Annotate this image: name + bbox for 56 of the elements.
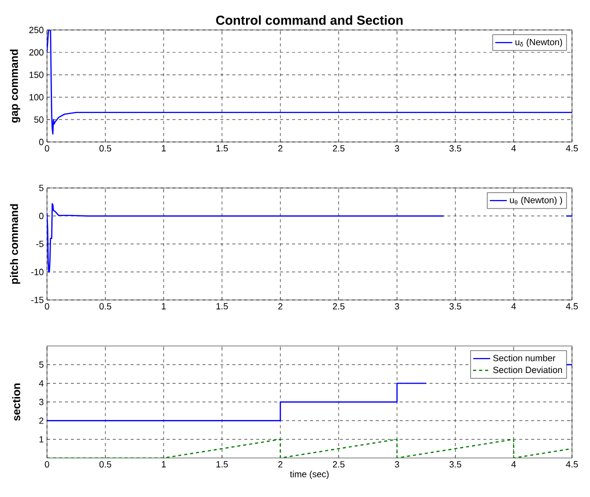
x-tick-label: 0.5 (99, 145, 112, 152)
x-tick-label: 4.5 (566, 461, 578, 468)
line-series (47, 30, 572, 135)
y-tick-label: 5 (39, 184, 44, 192)
x-tick-label: 4 (511, 145, 516, 152)
y-tick-label: 2 (39, 418, 44, 424)
y-tick-label: 150 (30, 72, 44, 78)
y-axis-title: pitch command (10, 204, 20, 284)
y-tick-label: 5 (39, 362, 44, 368)
x-tick-label: 3.5 (449, 461, 462, 468)
y-axis-title: gap command (10, 50, 20, 123)
x-tick-label: 2.5 (332, 461, 345, 468)
y-tick-label: 0 (39, 138, 44, 146)
x-tick-label: 0 (44, 145, 50, 152)
x-tick-label: 2 (278, 145, 282, 152)
x-tick-label: 0.5 (99, 461, 112, 468)
x-tick-label: 4.5 (566, 303, 578, 310)
x-tick-label: 1 (162, 461, 166, 468)
x-tick-label: 2.5 (332, 145, 345, 152)
x-tick-label: 1 (162, 145, 166, 152)
y-axis-title: section (12, 383, 20, 421)
legend-label: Section number (493, 354, 556, 362)
x-tick-label: 3 (394, 145, 400, 152)
x-tick-label: 1.5 (216, 303, 228, 310)
x-tick-label: 3.5 (449, 145, 462, 152)
legend-label: Section Deviation (493, 366, 562, 374)
x-tick-label: 2 (278, 461, 282, 468)
y-tick-label: 0 (39, 212, 44, 220)
x-tick-label: 0.5 (99, 303, 112, 310)
y-tick-label: 1 (40, 436, 44, 442)
y-tick-label: -15 (31, 296, 44, 304)
y-tick-label: 200 (29, 49, 44, 56)
chart-title: Control command and Section (216, 15, 403, 25)
y-tick-label: 4 (39, 380, 44, 386)
y-tick-label: 3 (39, 398, 44, 406)
y-tick-label: -10 (31, 268, 44, 276)
legend-label: u$_{θ}$ (Newton) ) (510, 196, 562, 206)
x-tick-label: 1.5 (216, 461, 228, 468)
x-tick-label: 4.5 (566, 145, 578, 152)
x-tick-label: 2.5 (332, 303, 345, 310)
y-tick-label: -5 (36, 240, 44, 248)
x-tick-label: 3 (394, 303, 400, 310)
x-tick-label: 0 (44, 461, 50, 468)
y-tick-label: 50 (34, 116, 44, 123)
x-tick-label: 2 (278, 303, 282, 310)
x-tick-label: 3 (394, 461, 400, 468)
x-tick-label: 1.5 (216, 145, 228, 152)
x-tick-label: 1 (162, 303, 166, 310)
legend-label: u$_{δ}$ (Newton) (515, 38, 562, 48)
x-axis-title: time (sec) (290, 470, 329, 480)
x-tick-label: 3.5 (449, 303, 462, 310)
y-tick-label: 250 (29, 26, 44, 34)
x-tick-label: 4 (511, 461, 516, 468)
x-tick-label: 0 (44, 303, 50, 310)
y-tick-label: 100 (30, 94, 44, 100)
x-tick-label: 4 (511, 303, 516, 310)
